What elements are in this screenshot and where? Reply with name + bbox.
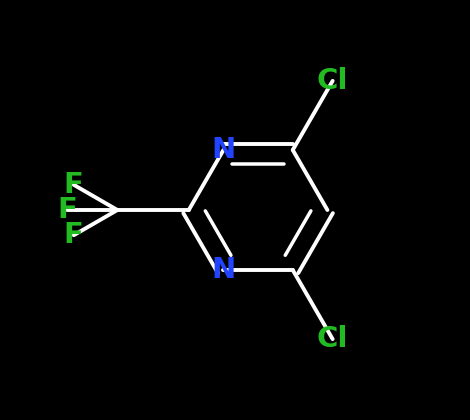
Text: N: N: [212, 256, 235, 284]
Text: Cl: Cl: [317, 325, 348, 353]
Text: N: N: [212, 136, 235, 164]
Text: F: F: [64, 171, 84, 199]
Text: F: F: [57, 196, 77, 224]
Text: F: F: [64, 221, 84, 249]
Text: Cl: Cl: [317, 67, 348, 95]
